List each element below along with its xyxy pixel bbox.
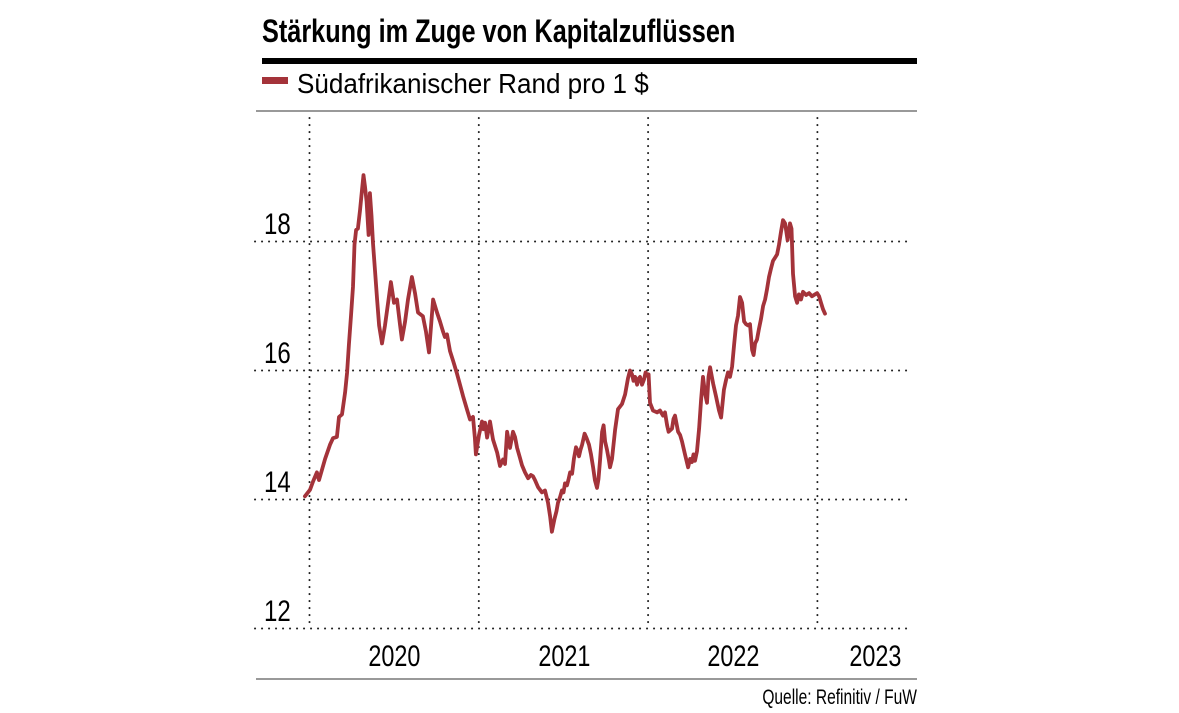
y-axis-tick-14: 14	[264, 468, 297, 498]
footer-rule	[256, 678, 917, 680]
legend-label-text: Südafrikanischer Rand pro 1 $	[297, 68, 649, 99]
y-axis-tick-16: 16	[264, 339, 297, 369]
legend: Südafrikanischer Rand pro 1 $	[297, 70, 675, 98]
y-axis-tick-12: 12	[264, 597, 297, 627]
x-axis-tick-2020: 2020	[344, 642, 444, 672]
x-tick-label: 2020	[367, 640, 421, 673]
x-axis-tick-2023: 2023	[825, 642, 925, 672]
y-tick-label: 16	[264, 337, 291, 370]
y-tick-label: 12	[264, 595, 291, 628]
y-tick-label: 14	[264, 466, 291, 499]
x-tick-label: 2021	[537, 640, 591, 673]
legend-color-swatch	[262, 77, 288, 84]
y-axis-tick-18: 18	[264, 210, 297, 240]
line-chart-plot	[254, 117, 913, 630]
x-axis-tick-2021: 2021	[514, 642, 614, 672]
source-credit: Quelle: Refinitiv / FuW	[617, 686, 917, 709]
chart-title-text: Stärkung im Zuge von Kapitalzuflüssen	[262, 13, 736, 49]
x-axis-tick-2022: 2022	[683, 642, 783, 672]
plot-top-border	[256, 110, 917, 112]
title-rule	[262, 58, 917, 64]
data-series-line	[302, 173, 827, 534]
x-tick-label: 2023	[848, 640, 902, 673]
y-tick-label: 18	[264, 208, 291, 241]
source-credit-text: Quelle: Refinitiv / FuW	[762, 686, 917, 709]
x-tick-label: 2022	[706, 640, 760, 673]
page-title: Stärkung im Zuge von Kapitalzuflüssen	[262, 15, 861, 47]
